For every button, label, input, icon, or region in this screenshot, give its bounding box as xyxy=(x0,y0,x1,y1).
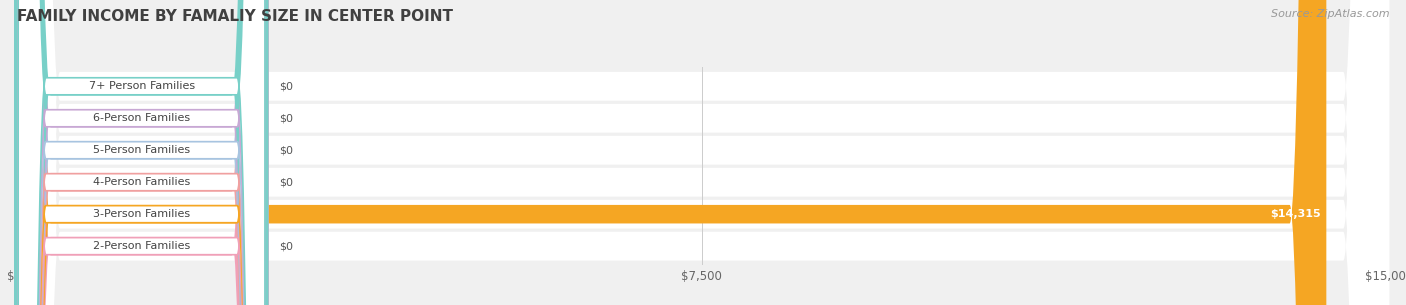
Text: $0: $0 xyxy=(280,241,294,251)
Text: Source: ZipAtlas.com: Source: ZipAtlas.com xyxy=(1271,9,1389,19)
Text: $14,315: $14,315 xyxy=(1270,209,1320,219)
FancyBboxPatch shape xyxy=(14,0,269,305)
Text: $0: $0 xyxy=(280,177,294,187)
FancyBboxPatch shape xyxy=(18,0,264,305)
FancyBboxPatch shape xyxy=(14,0,1389,305)
Text: FAMILY INCOME BY FAMALIY SIZE IN CENTER POINT: FAMILY INCOME BY FAMALIY SIZE IN CENTER … xyxy=(17,9,453,24)
Text: 5-Person Families: 5-Person Families xyxy=(93,145,190,155)
FancyBboxPatch shape xyxy=(18,0,264,305)
FancyBboxPatch shape xyxy=(14,0,1389,305)
FancyBboxPatch shape xyxy=(14,0,1389,305)
Text: 2-Person Families: 2-Person Families xyxy=(93,241,190,251)
Text: $0: $0 xyxy=(280,113,294,123)
FancyBboxPatch shape xyxy=(14,0,269,305)
FancyBboxPatch shape xyxy=(14,0,1326,305)
FancyBboxPatch shape xyxy=(14,0,269,305)
FancyBboxPatch shape xyxy=(18,0,264,305)
FancyBboxPatch shape xyxy=(14,0,269,305)
FancyBboxPatch shape xyxy=(18,0,264,305)
Text: 7+ Person Families: 7+ Person Families xyxy=(89,81,194,91)
Text: 3-Person Families: 3-Person Families xyxy=(93,209,190,219)
FancyBboxPatch shape xyxy=(18,0,264,305)
FancyBboxPatch shape xyxy=(18,0,264,305)
Text: 6-Person Families: 6-Person Families xyxy=(93,113,190,123)
Text: $0: $0 xyxy=(280,145,294,155)
Text: 4-Person Families: 4-Person Families xyxy=(93,177,190,187)
FancyBboxPatch shape xyxy=(14,0,1389,305)
Text: $0: $0 xyxy=(280,81,294,91)
FancyBboxPatch shape xyxy=(14,0,269,305)
FancyBboxPatch shape xyxy=(14,0,1389,305)
FancyBboxPatch shape xyxy=(14,0,1389,305)
